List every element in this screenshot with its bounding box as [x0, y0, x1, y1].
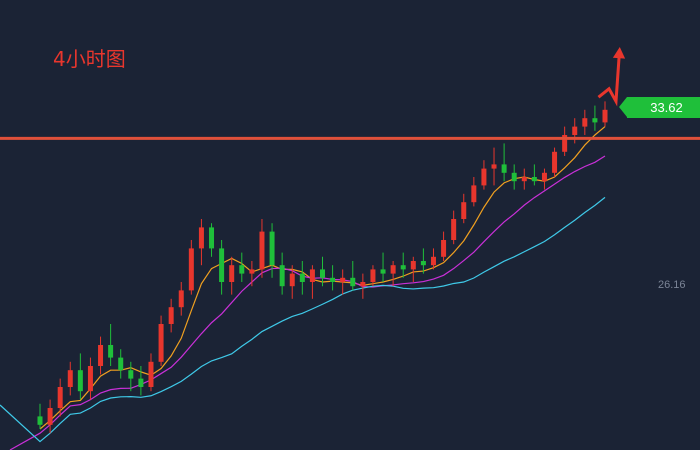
- candle-body: [219, 248, 225, 282]
- candle-body: [178, 290, 184, 308]
- candle-body: [188, 248, 194, 291]
- candle-body: [148, 361, 154, 387]
- candle-body: [138, 378, 144, 387]
- candle-body: [77, 370, 83, 392]
- candle-body: [370, 269, 376, 282]
- candle-body: [481, 168, 487, 186]
- candle-body: [47, 408, 53, 425]
- candle-body: [269, 231, 275, 266]
- ma-mid-line: [9, 155, 606, 450]
- candle-body: [552, 151, 558, 173]
- candle-body: [309, 269, 315, 282]
- candle-body: [572, 126, 578, 135]
- candle-body: [471, 185, 477, 203]
- current-price-tag: 33.62: [619, 97, 700, 118]
- candle-body: [128, 370, 134, 379]
- candle-body: [168, 307, 174, 324]
- ma-long-line: [0, 196, 606, 443]
- candle-body: [350, 277, 356, 287]
- candle-body: [158, 324, 164, 362]
- candle-body: [501, 164, 507, 173]
- candle-body: [441, 240, 447, 257]
- candle-body: [360, 282, 366, 287]
- candle-body: [98, 345, 104, 366]
- candle-body: [299, 273, 305, 282]
- candle-body: [511, 172, 517, 182]
- candle-body: [461, 202, 467, 219]
- candle-body: [289, 273, 295, 287]
- candle-body: [249, 269, 255, 274]
- candle-body: [37, 416, 43, 425]
- projection-arrow-head: [612, 47, 626, 59]
- candle-body: [491, 164, 497, 169]
- candle-body: [400, 265, 406, 270]
- candle-body: [279, 265, 285, 287]
- candle-body: [420, 261, 426, 266]
- candle-body: [541, 172, 547, 182]
- candle-body: [57, 387, 63, 408]
- candles: [37, 101, 608, 434]
- candle-body: [602, 109, 608, 123]
- candle-body: [87, 366, 93, 392]
- candle-body: [451, 219, 457, 240]
- candle-body: [209, 227, 215, 249]
- candle-body: [330, 277, 336, 282]
- candle-body: [340, 277, 346, 282]
- candle-body: [380, 269, 386, 274]
- chart-title: 4小时图: [53, 47, 126, 71]
- candle-body: [67, 370, 73, 387]
- candle-body: [229, 265, 235, 282]
- candle-body: [562, 135, 568, 152]
- candle-body: [521, 177, 527, 182]
- candle-body: [410, 261, 416, 270]
- candle-body: [239, 265, 245, 274]
- candle-body: [430, 256, 436, 266]
- candle-body: [118, 357, 124, 371]
- price-axis-label: 26.16: [658, 279, 686, 291]
- candle-body: [320, 269, 325, 278]
- candle-body: [198, 227, 204, 249]
- candle-body: [592, 118, 598, 123]
- candle-body: [259, 231, 265, 270]
- projection-arrow: [597, 50, 621, 107]
- candle-body: [108, 345, 114, 358]
- candle-body: [390, 265, 396, 274]
- candle-body: [531, 177, 537, 182]
- candle-body: [582, 118, 588, 127]
